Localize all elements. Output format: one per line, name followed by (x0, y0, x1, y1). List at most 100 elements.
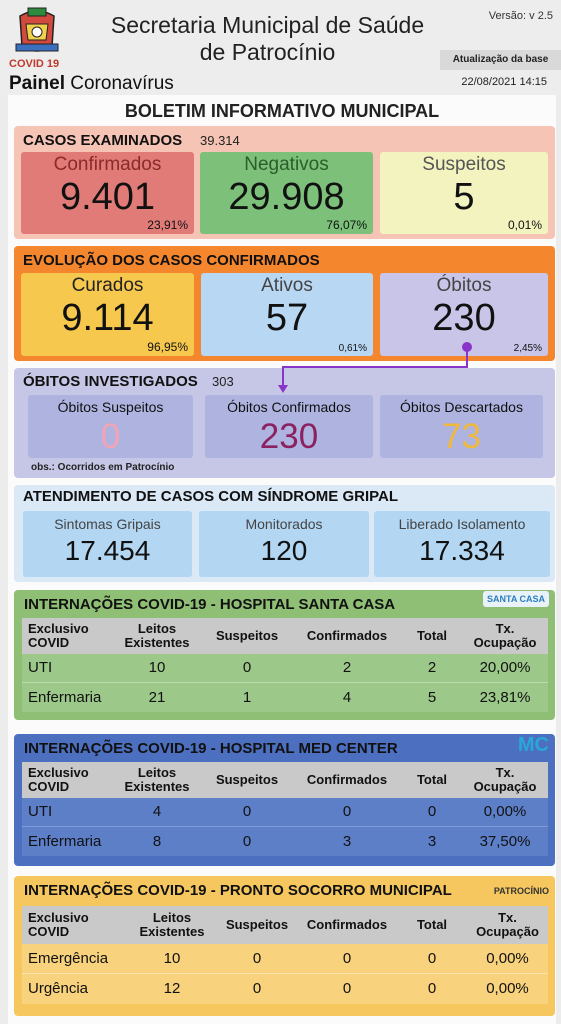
santa-casa-section: INTERNAÇÕES COVID-19 - HOSPITAL SANTA CA… (14, 590, 555, 720)
table-row: Enfermaria 21 1 4 5 23,81% (22, 682, 548, 712)
monitored-card[interactable]: Monitorados 120 (199, 511, 369, 577)
version-label: Versão: v 2.5 (488, 10, 553, 22)
header-text: Existentes (124, 779, 190, 794)
table-cell: 0 (242, 803, 252, 821)
table-cell: Emergência (28, 949, 109, 967)
page-title-line2: de Patrocínio (199, 39, 336, 65)
confirmed-card[interactable]: Confirmados 9.401 23,91% (21, 152, 194, 234)
table-cell: 1 (242, 688, 252, 706)
table-header-row: Exclusivo COVID Leitos Existentes Suspeito… (22, 762, 548, 798)
col-exclusive-covid: Exclusivo COVID (22, 618, 112, 654)
table-cell: 37,50% (479, 832, 531, 850)
bulletin-board: BOLETIM INFORMATIVO MUNICIPAL CASOS EXAM… (8, 95, 556, 1024)
table-cell: 23,81% (479, 688, 531, 706)
table-cell: 20,00% (479, 659, 531, 677)
page-header: COVID 19 Painel Coronavírus Secretaria M… (0, 0, 561, 95)
released-isolation-value: 17.334 (419, 535, 505, 566)
table-cell: 0 (242, 832, 252, 850)
deaths-confirmed-label: Óbitos Confirmados (227, 399, 351, 415)
cases-examined-title: CASOS EXAMINADOS (23, 132, 183, 149)
released-isolation-card[interactable]: Liberado Isolamento 17.334 (374, 511, 550, 577)
pronto-socorro-logo-text: PATROCÍNIO (493, 886, 549, 896)
table-cell: 0 (242, 659, 252, 677)
table-cell: 0 (427, 803, 437, 821)
update-base-label[interactable]: Atualização da base (440, 50, 561, 70)
negatives-value: 29.908 (228, 176, 345, 218)
active-value: 57 (265, 297, 309, 339)
table-cell: 0,00% (486, 949, 529, 967)
deaths-discarded-value: 73 (442, 417, 481, 456)
col-confirmed: Confirmados (306, 628, 388, 643)
panel-title-rest: Coronavírus (70, 73, 174, 94)
header-text: Tx. (495, 765, 515, 780)
table-row: Emergência 10 0 0 0 0,00% (22, 944, 548, 973)
cured-card[interactable]: Curados 9.114 96,95% (21, 273, 194, 356)
negatives-card[interactable]: Negativos 29.908 76,07% (200, 152, 373, 234)
header-text: Leitos (137, 621, 177, 636)
pronto-socorro-logo: PATROCÍNIO (494, 886, 549, 914)
table-row: Enfermaria 8 0 3 3 37,50% (22, 826, 548, 856)
header-text: Tx. (495, 621, 515, 636)
santa-casa-logo-text: SANTA CASA (483, 591, 549, 607)
table-cell: 5 (427, 688, 437, 706)
med-center-table: Exclusivo COVID Leitos Existentes Suspeito… (22, 762, 548, 856)
header-text: Ocupação (476, 924, 539, 939)
deaths-label: Óbitos (436, 275, 492, 296)
suspects-value: 5 (453, 176, 475, 218)
header-text: Leitos (152, 910, 192, 925)
cases-examined-section: CASOS EXAMINADOS 39.314 Confirmados 9.40… (14, 126, 555, 239)
table-row: UTI 4 0 0 0 0,00% (22, 798, 548, 826)
table-cell: 2 (427, 659, 437, 677)
confirmed-value: 9.401 (59, 176, 156, 218)
negatives-label: Negativos (244, 154, 329, 175)
table-cell: 0 (342, 803, 352, 821)
deaths-confirmed-card[interactable]: Óbitos Confirmados 230 (205, 395, 373, 458)
deaths-card[interactable]: Óbitos 230 2,45% (380, 273, 548, 356)
table-cell: Urgência (28, 980, 89, 998)
table-cell: 0 (342, 980, 352, 998)
table-cell: 3 (342, 832, 352, 850)
santa-casa-table: Exclusivo COVID Leitos Existentes Suspeito… (22, 618, 548, 712)
evolution-section: EVOLUÇÃO DOS CASOS CONFIRMADOS Curados 9… (14, 246, 555, 361)
flu-syndrome-title: ATENDIMENTO DE CASOS COM SÍNDROME GRIPAL (23, 488, 399, 505)
table-cell: 8 (152, 832, 162, 850)
monitored-value: 120 (260, 535, 308, 566)
active-card[interactable]: Ativos 57 0,61% (201, 273, 373, 356)
table-cell: 0,00% (486, 980, 529, 998)
negatives-pct: 76,07% (326, 218, 367, 232)
deaths-note: obs.: Ocorridos em Patrocínio (31, 462, 175, 473)
table-cell: 4 (342, 688, 352, 706)
active-label: Ativos (261, 275, 313, 296)
table-cell: 10 (148, 659, 166, 677)
page-title-line1: Secretaria Municipal de Saúde (110, 12, 425, 38)
deaths-discarded-card[interactable]: Óbitos Descartados 73 (380, 395, 543, 458)
suspects-label: Suspeitos (422, 154, 506, 175)
deaths-pct: 2,45% (513, 343, 542, 354)
header-text: Existentes (124, 635, 190, 650)
covid-tag: COVID 19 (9, 58, 60, 70)
flu-symptoms-label: Sintomas Gripais (54, 516, 161, 532)
evolution-title: EVOLUÇÃO DOS CASOS CONFIRMADOS (23, 252, 320, 269)
table-cell: 0 (427, 980, 437, 998)
deaths-value: 230 (432, 297, 496, 339)
santa-casa-logo: SANTA CASA (483, 591, 549, 622)
table-header-row: Exclusivo COVID Leitos Existentes Suspeito… (22, 906, 548, 944)
flu-symptoms-card[interactable]: Sintomas Gripais 17.454 (23, 511, 192, 577)
med-center-section: INTERNAÇÕES COVID-19 - HOSPITAL MED CENT… (14, 734, 555, 866)
cured-pct: 96,95% (147, 340, 188, 354)
header-text: Exclusivo (28, 621, 89, 636)
table-cell: 0,00% (483, 803, 527, 821)
header-text: COVID (28, 924, 70, 939)
deaths-suspected-card[interactable]: Óbitos Suspeitos 0 (28, 395, 193, 458)
col-suspects: Suspeitos (215, 628, 279, 643)
header-text: Ocupação (473, 635, 537, 650)
deaths-suspected-value: 0 (100, 417, 121, 456)
header-text: Leitos (137, 765, 177, 780)
suspects-card[interactable]: Suspeitos 5 0,01% (380, 152, 548, 234)
deaths-investigated-title: ÓBITOS INVESTIGADOS (23, 373, 198, 390)
bulletin-title: BOLETIM INFORMATIVO MUNICIPAL (124, 101, 440, 121)
table-cell: UTI (28, 659, 53, 677)
col-beds: Leitos Existentes (112, 618, 202, 654)
table-cell: 3 (427, 832, 437, 850)
med-center-logo-text: MC (517, 734, 549, 756)
